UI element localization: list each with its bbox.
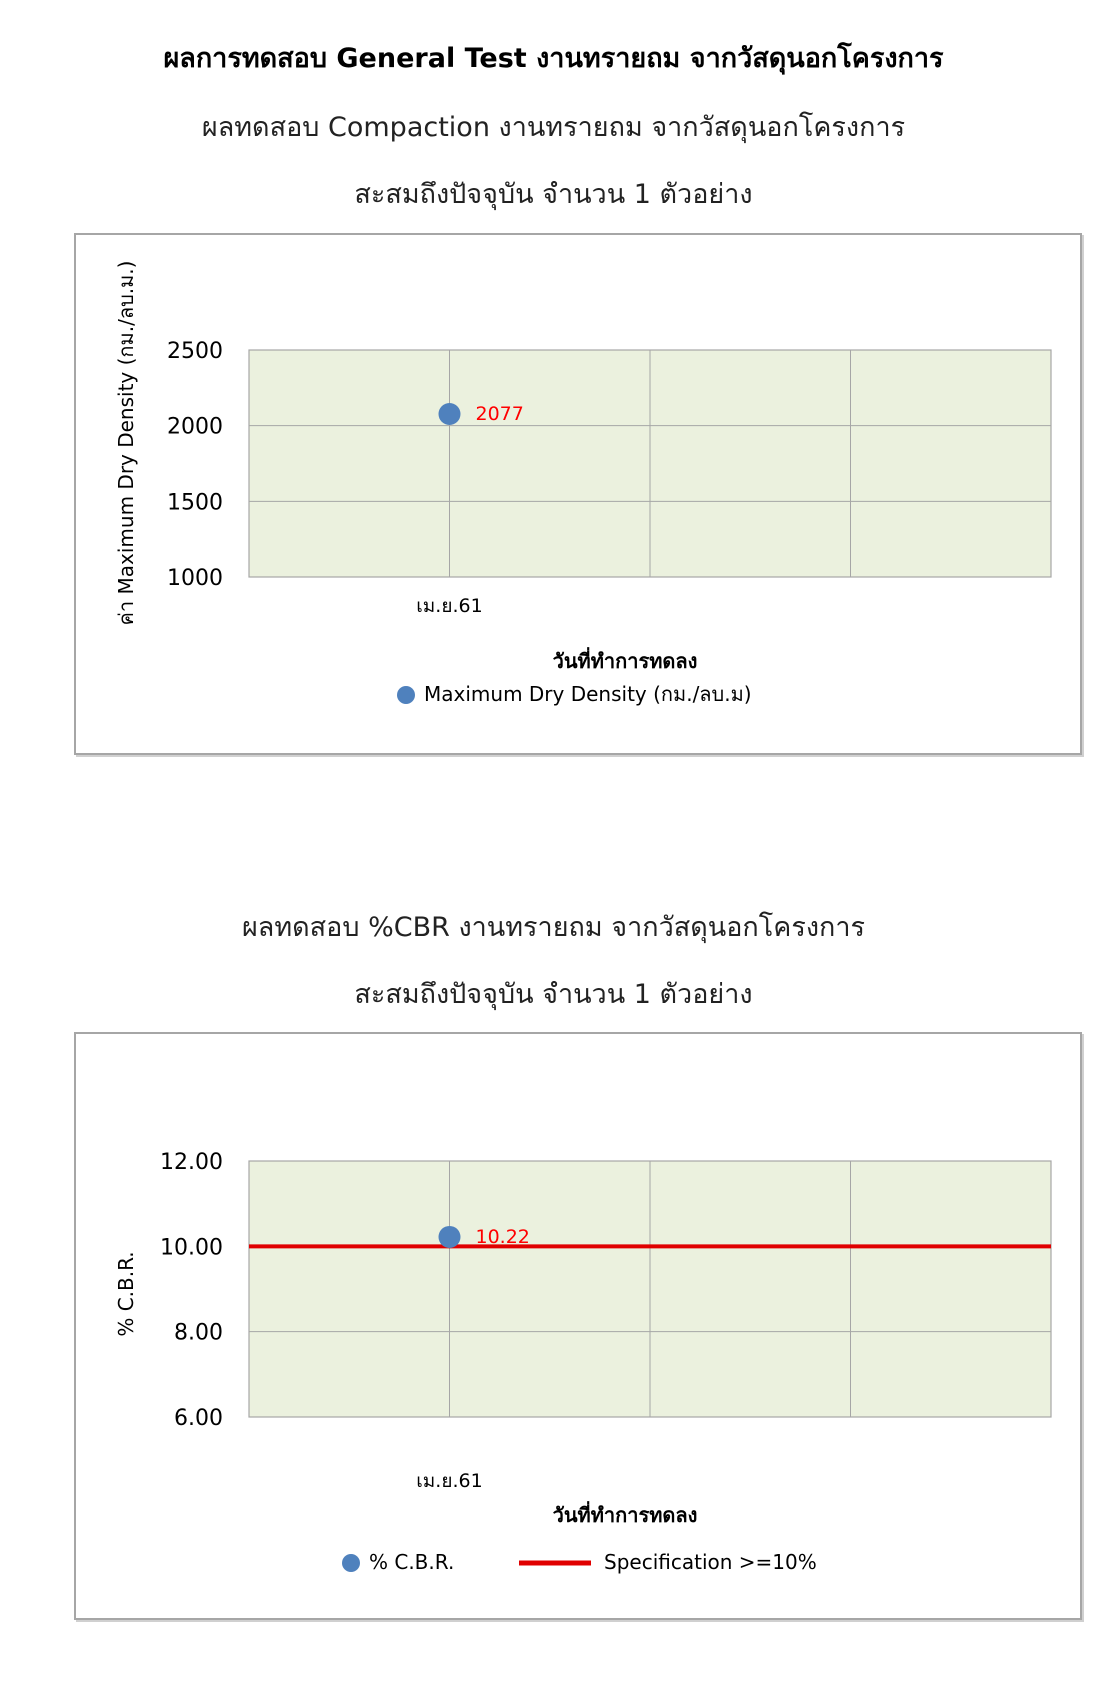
x-tick-label: เม.ย.61 xyxy=(416,1470,482,1492)
y-tick-label: 1500 xyxy=(167,490,223,515)
legend-label: Maximum Dry Density (กม./ลบ.ม) xyxy=(424,682,752,706)
y-tick-label: 1000 xyxy=(167,566,223,591)
y-axis-title: % C.B.R. xyxy=(114,1251,138,1336)
chart1-subtitle: ผลทดสอบ Compaction งานทรายถม จากวัสดุนอก… xyxy=(201,112,906,143)
y-axis-title: ค่า Maximum Dry Density (กม./ลบ.ม.) xyxy=(114,261,138,626)
legend-marker xyxy=(342,1554,360,1572)
chart-compaction-svg: 1000 1500 2000 2500 เม.ย.61 2077 วันที่ทำการทด… xyxy=(114,261,1052,706)
x-tick-label: เม.ย.61 xyxy=(416,595,482,617)
y-tick-label: 10.00 xyxy=(160,1235,223,1260)
legend-marker xyxy=(397,686,415,704)
y-tick-label: 12.00 xyxy=(160,1150,223,1175)
chart2-subtitle: ผลทดสอบ %CBR งานทรายถม จากวัสดุนอกโครงกา… xyxy=(241,912,866,943)
data-label: 2077 xyxy=(476,403,524,425)
y-tick-label: 6.00 xyxy=(174,1406,223,1431)
page-title: ผลการทดสอบ General Test งานทรายถม จากวัส… xyxy=(163,43,944,74)
x-axis-title: วันที่ทำการทดลง xyxy=(553,1500,698,1527)
chart-cbr: 6.00 8.00 10.00 12.00 เม.ย.61 10.22 วันที่ทำกา… xyxy=(74,1032,1082,1620)
data-label: 10.22 xyxy=(476,1226,530,1248)
chart2-subtitle2: สะสมถึงปัจจุบัน จำนวน 1 ตัวอย่าง xyxy=(354,979,753,1010)
data-point xyxy=(438,1225,461,1248)
data-point xyxy=(438,403,461,426)
x-axis-title: วันที่ทำการทดลง xyxy=(553,646,698,673)
chart-compaction: 1000 1500 2000 2500 เม.ย.61 2077 วันที่ทำการทด… xyxy=(74,233,1082,755)
chart-cbr-svg: 6.00 8.00 10.00 12.00 เม.ย.61 10.22 วันที่ทำกา… xyxy=(114,1150,1052,1574)
y-tick-label: 2500 xyxy=(167,339,223,364)
chart1-subtitle2: สะสมถึงปัจจุบัน จำนวน 1 ตัวอย่าง xyxy=(354,179,753,210)
legend-spec-label: Specification >=10% xyxy=(604,1550,817,1574)
legend-label: % C.B.R. xyxy=(369,1550,454,1574)
y-tick-label: 2000 xyxy=(167,415,223,440)
y-tick-label: 8.00 xyxy=(174,1321,223,1346)
